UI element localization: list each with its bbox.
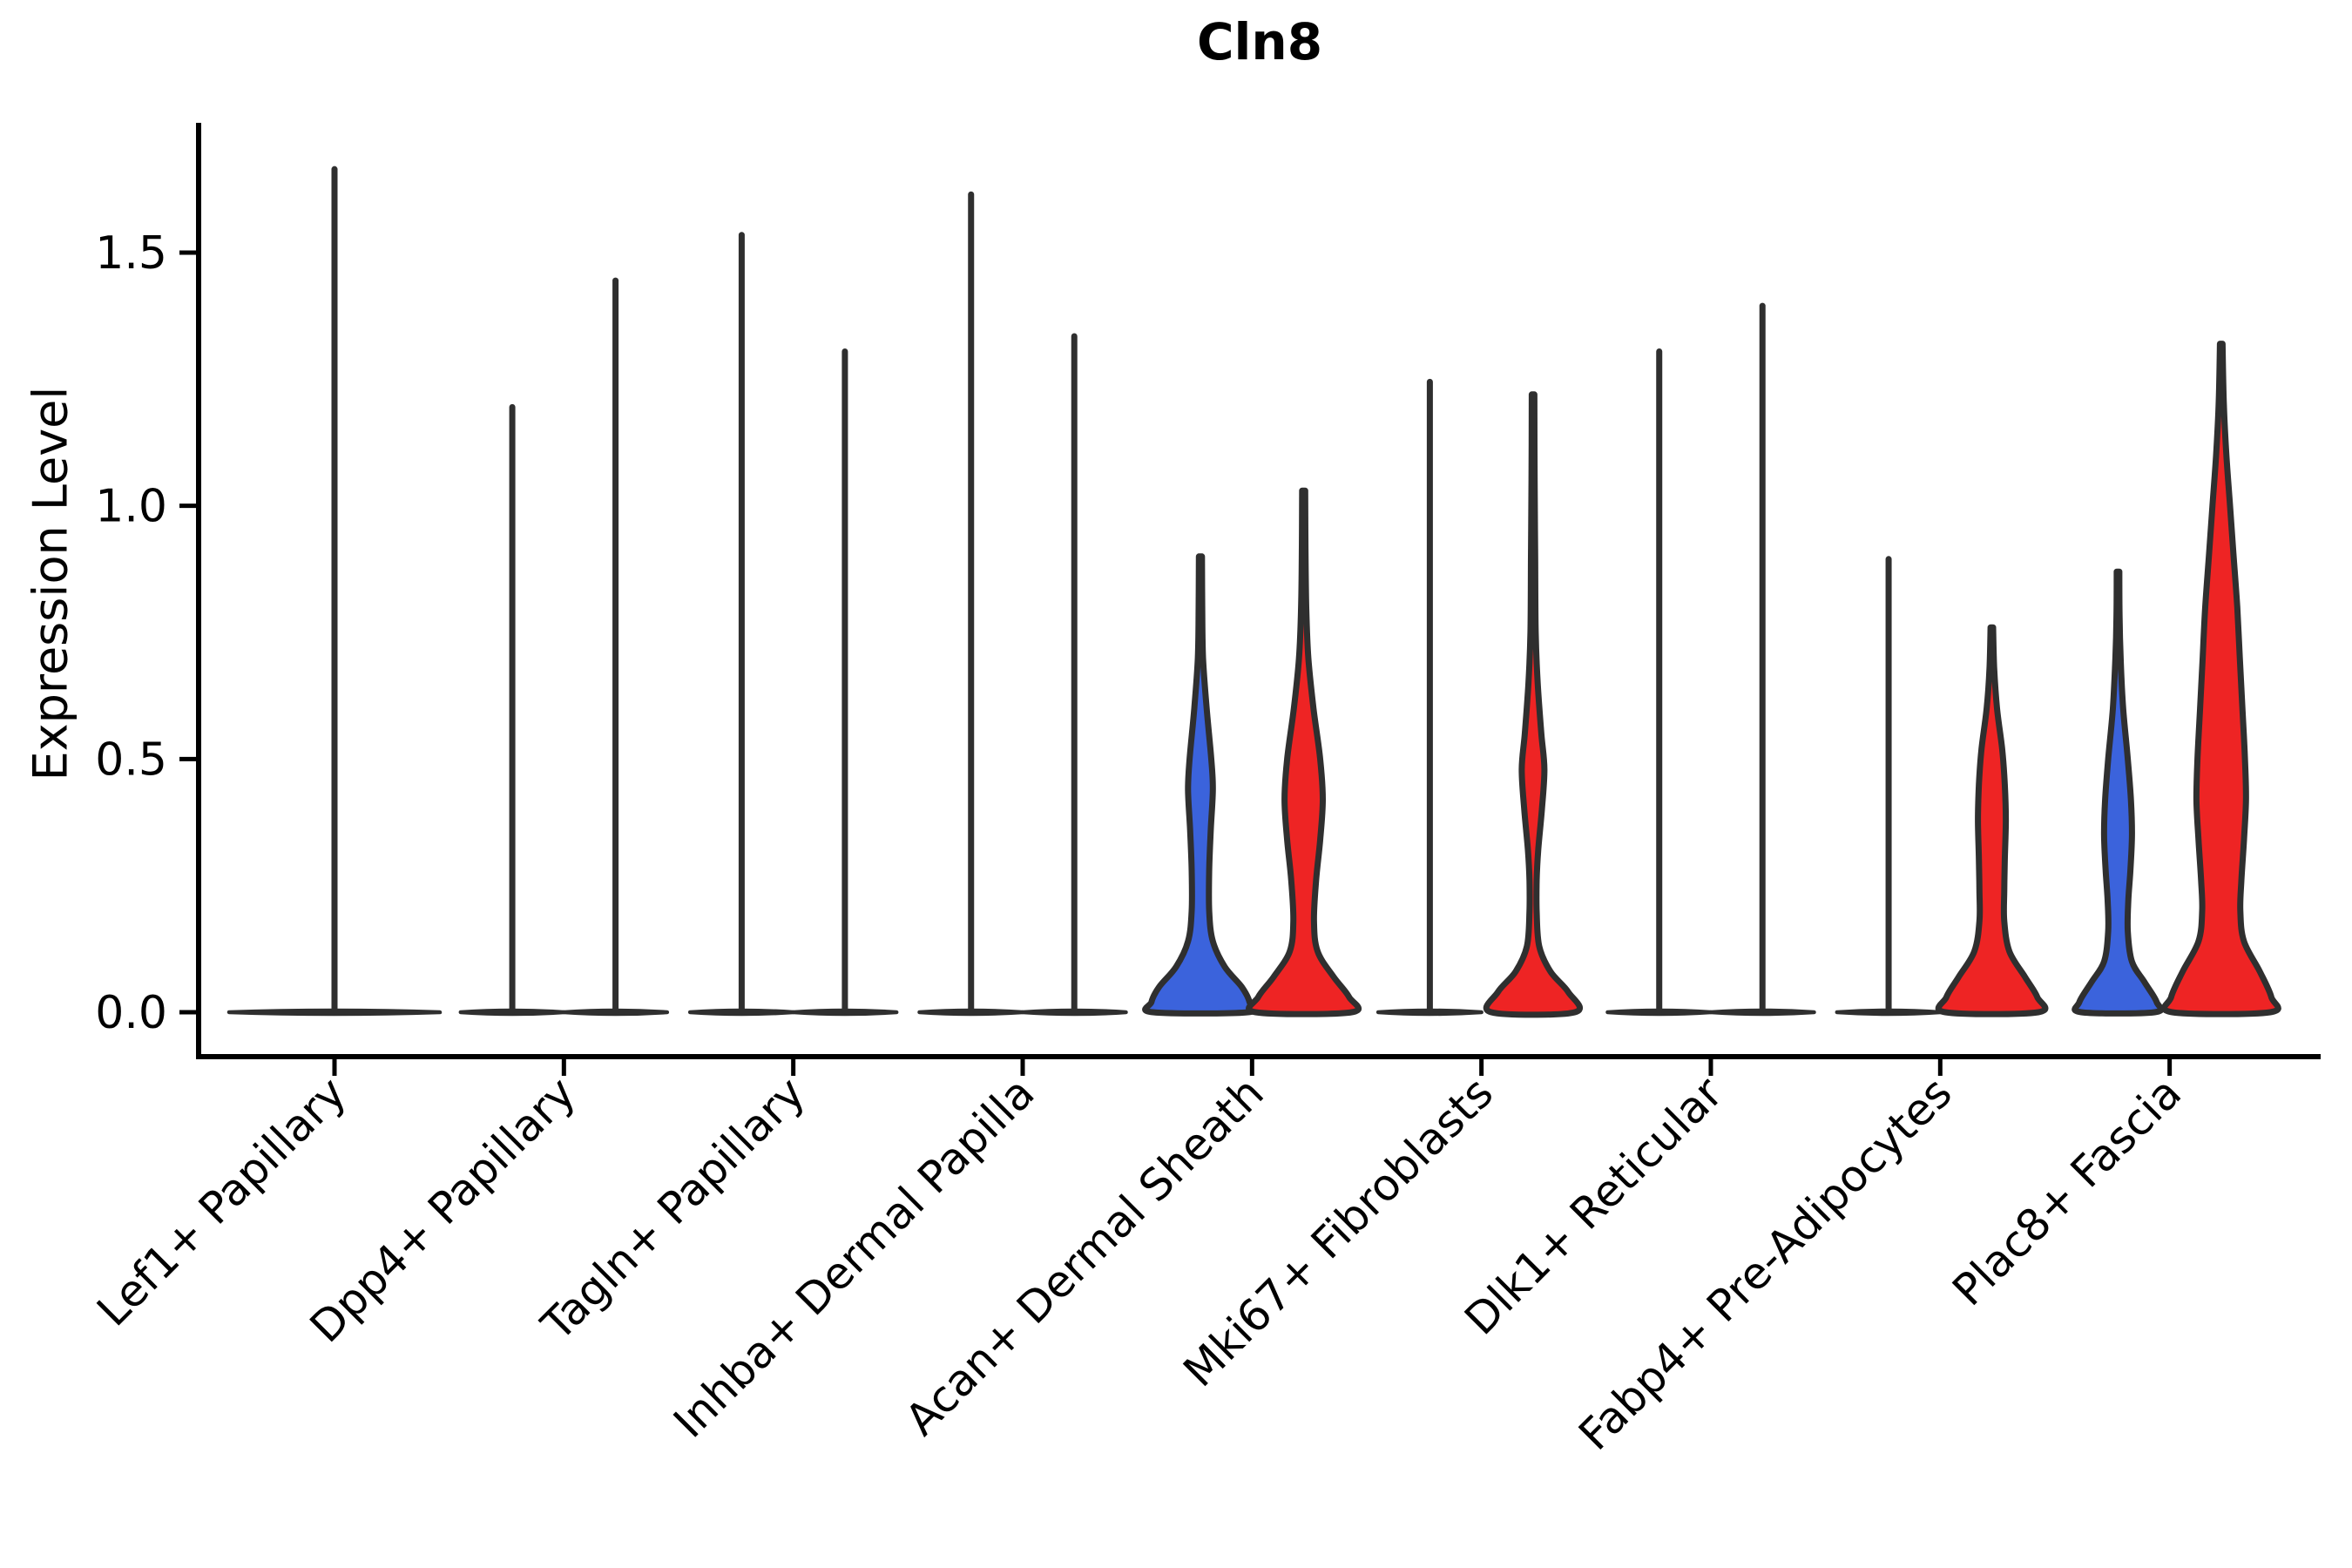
- y-tick-label-1.5: 1.5: [95, 227, 167, 280]
- x-tick-label-fabp4-pre-adipocytes: Fabp4+ Pre-Adipocytes: [1569, 1067, 1962, 1460]
- y-tick-label-0.5: 0.5: [95, 733, 167, 786]
- violin-plac8-fascia-left-body: [2072, 568, 2165, 1017]
- violin-acan-dermal-sheath-left-body: [1142, 553, 1260, 1017]
- x-tick-label-plac8-fascia: Plac8+ Fascia: [1943, 1067, 2191, 1315]
- violin-fabp4-pre-adipocytes-right-body: [1935, 624, 2049, 1017]
- violin-plac8-fascia-right-body: [2160, 341, 2281, 1017]
- y-tick-label-0.0: 0.0: [95, 987, 167, 1039]
- chart-title: Cln8: [1196, 12, 1323, 71]
- violin-acan-dermal-sheath-right-body: [1246, 487, 1362, 1017]
- x-tick-label-lef1-papillary: Lef1+ Papillary: [87, 1067, 355, 1335]
- violin-mki67-fibroblasts-right-body: [1483, 391, 1584, 1018]
- y-tick-label-1.0: 1.0: [95, 481, 167, 533]
- y-axis-label: Expression Level: [23, 386, 78, 781]
